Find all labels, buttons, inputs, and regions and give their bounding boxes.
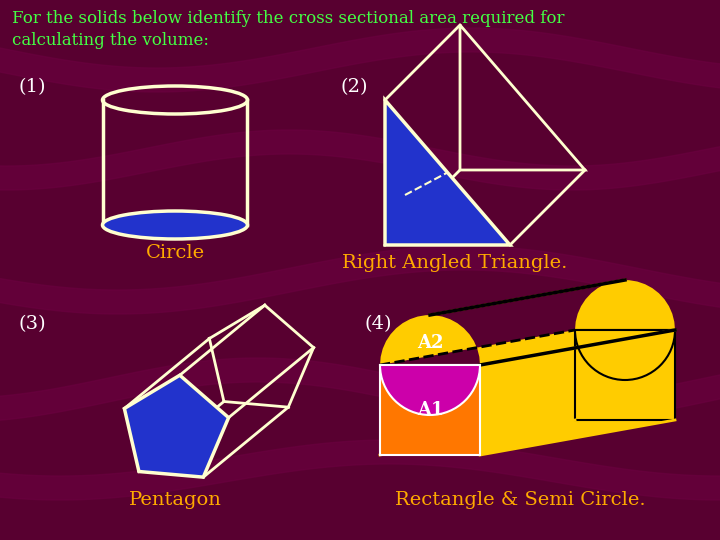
Wedge shape [380, 365, 480, 415]
Text: A1: A1 [417, 401, 444, 419]
Polygon shape [380, 280, 675, 365]
FancyBboxPatch shape [380, 365, 480, 455]
Polygon shape [385, 100, 510, 245]
Ellipse shape [102, 211, 248, 239]
Polygon shape [125, 375, 228, 477]
Polygon shape [380, 420, 675, 455]
Text: (4): (4) [365, 315, 392, 333]
Text: Circle: Circle [145, 244, 204, 262]
Wedge shape [575, 330, 675, 380]
Polygon shape [480, 330, 675, 455]
Text: (3): (3) [18, 315, 45, 333]
Text: Pentagon: Pentagon [129, 491, 222, 509]
Text: A2: A2 [417, 334, 444, 352]
Text: Rectangle & Semi Circle.: Rectangle & Semi Circle. [395, 491, 645, 509]
FancyBboxPatch shape [575, 330, 675, 420]
Text: (2): (2) [340, 78, 367, 96]
Text: For the solids below identify the cross sectional area required for: For the solids below identify the cross … [12, 10, 564, 27]
Text: Right Angled Triangle.: Right Angled Triangle. [342, 254, 567, 272]
Text: calculating the volume:: calculating the volume: [12, 32, 209, 49]
Text: (1): (1) [18, 78, 45, 96]
